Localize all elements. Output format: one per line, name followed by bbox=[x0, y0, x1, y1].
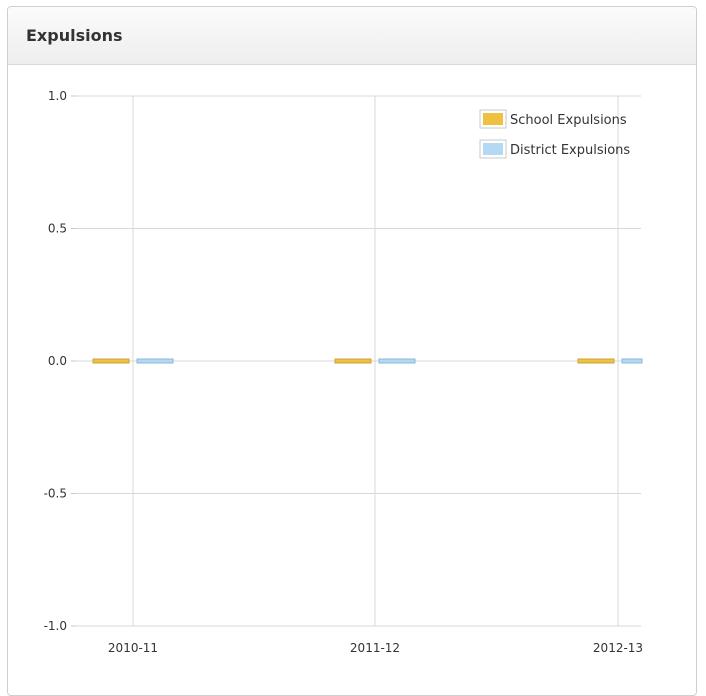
bar-district-2010-11 bbox=[136, 358, 174, 364]
y-tick-label: 0.5 bbox=[48, 222, 67, 236]
bar-school-2010-11 bbox=[92, 358, 130, 364]
x-tick-label: 2012-13 bbox=[593, 641, 643, 655]
y-tick-label: 1.0 bbox=[48, 89, 67, 103]
bar-school-2011-12 bbox=[334, 358, 372, 364]
y-tick-label: 0.0 bbox=[48, 354, 67, 368]
legend: School Expulsions District Expulsions bbox=[479, 109, 630, 159]
tick-label-layer: 1.0 0.5 0.0 -0.5 -1.0 2010-11 2011-12 2012-13 bbox=[44, 89, 643, 655]
y-tick-label: -0.5 bbox=[44, 487, 67, 501]
y-tick-label: -1.0 bbox=[44, 619, 67, 633]
bar-district-2011-12 bbox=[378, 358, 416, 364]
x-tick-label: 2010-11 bbox=[108, 641, 158, 655]
panel-header: Expulsions bbox=[8, 7, 696, 65]
legend-label: School Expulsions bbox=[510, 113, 627, 128]
bar-school-2012-13 bbox=[577, 358, 615, 364]
x-tick-label: 2011-12 bbox=[350, 641, 400, 655]
panel-title: Expulsions bbox=[26, 26, 123, 45]
bar-layer bbox=[92, 358, 643, 364]
legend-swatch-school bbox=[483, 113, 503, 125]
chart-panel: Expulsions bbox=[7, 6, 697, 696]
legend-label: District Expulsions bbox=[510, 143, 630, 158]
bar-district-2012-13 bbox=[621, 358, 643, 364]
legend-swatch-district bbox=[483, 143, 503, 155]
